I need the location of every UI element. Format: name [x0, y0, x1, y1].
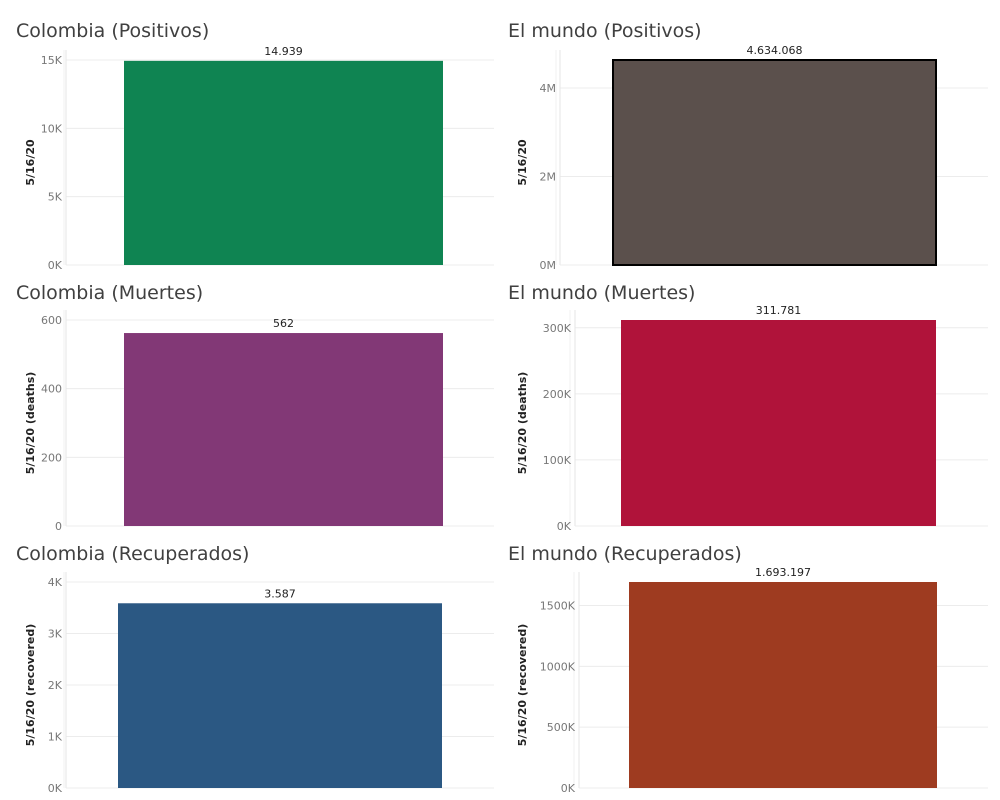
chart-svg: 0K 1K 2K 3K 4K 5/16/20 (recovered) 3.587: [24, 572, 494, 795]
y-tick-label: 1K: [48, 731, 63, 744]
chart-title: El mundo (Muertes): [508, 282, 696, 304]
chart-title: Colombia (Recuperados): [16, 543, 250, 565]
chart-panel: El mundo (Muertes) 0K 100K 200K 300K 5/16/20 …: [508, 282, 998, 533]
y-tick-label: 0K: [557, 520, 572, 533]
bar-value-label: 3.587: [264, 587, 296, 600]
y-axis-label: 5/16/20 (deaths): [24, 372, 37, 475]
y-axis-label: 5/16/20 (deaths): [516, 372, 529, 475]
y-tick-label: 1000K: [540, 660, 576, 673]
chart-panel: Colombia (Positivos) 0K 5K 10K 15K 5/16/20 14.…: [16, 20, 506, 272]
bar-value-label: 1.693.197: [755, 566, 811, 579]
y-tick-label: 4M: [540, 82, 557, 95]
chart-svg: 0M 2M 4M 5/16/20 4.634.068: [516, 44, 988, 272]
chart-svg: 0K 5K 10K 15K 5/16/20 14.939: [24, 45, 494, 272]
y-tick-label: 0: [55, 520, 62, 533]
y-tick-label: 500K: [547, 721, 576, 734]
bar[interactable]: [629, 582, 937, 788]
y-tick-label: 1500K: [540, 600, 576, 613]
bar[interactable]: [612, 59, 937, 266]
bar[interactable]: [621, 320, 936, 526]
chart-panel: El mundo (Recuperados) 0K 500K 1000K 1500K 5/…: [508, 543, 998, 795]
y-tick-label: 400: [41, 383, 62, 396]
chart-panel: Colombia (Recuperados) 0K 1K 2K 3K 4K 5/16/20 …: [16, 543, 506, 795]
chart-svg: 0 200 400 600 5/16/20 (deaths) 562: [24, 310, 494, 533]
bar[interactable]: [124, 60, 443, 266]
y-axis-label: 5/16/20 (recovered): [24, 624, 37, 747]
bar-value-label: 4.634.068: [747, 44, 803, 57]
bar-value-label: 562: [273, 317, 294, 330]
chart-panel: El mundo (Positivos) 0M 2M 4M 5/16/20 4.634.0…: [508, 20, 998, 272]
y-tick-label: 200: [41, 451, 62, 464]
bar[interactable]: [118, 603, 442, 788]
y-tick-label: 15K: [41, 54, 63, 67]
chart-title: El mundo (Positivos): [508, 20, 702, 42]
chart-svg: 0K 500K 1000K 1500K 5/16/20 (recovered) 1.693…: [516, 566, 988, 795]
y-tick-label: 0K: [48, 259, 63, 272]
y-axis-label: 5/16/20: [516, 139, 529, 186]
y-tick-label: 0K: [48, 782, 63, 795]
bar[interactable]: [124, 333, 443, 526]
bar-value-label: 311.781: [756, 304, 802, 317]
y-tick-label: 2M: [540, 171, 557, 184]
chart-title: El mundo (Recuperados): [508, 543, 742, 565]
chart-title: Colombia (Muertes): [16, 282, 204, 304]
y-tick-label: 300K: [543, 322, 572, 335]
bar-value-label: 14.939: [264, 45, 303, 58]
y-tick-label: 5K: [48, 191, 63, 204]
chart-title: Colombia (Positivos): [16, 20, 210, 42]
y-tick-label: 0K: [561, 782, 576, 795]
y-axis-label: 5/16/20: [24, 139, 37, 186]
y-tick-label: 3K: [48, 628, 63, 641]
y-axis-label: 5/16/20 (recovered): [516, 624, 529, 747]
y-tick-label: 100K: [543, 454, 572, 467]
y-tick-label: 200K: [543, 388, 572, 401]
y-tick-label: 2K: [48, 679, 63, 692]
chart-panel: Colombia (Muertes) 0 200 400 600 5/16/20 (dea…: [16, 282, 506, 533]
chart-svg: 0K 100K 200K 300K 5/16/20 (deaths) 311.781: [516, 304, 988, 533]
y-tick-label: 10K: [41, 122, 63, 135]
y-tick-label: 4K: [48, 576, 63, 589]
y-tick-label: 0M: [540, 259, 557, 272]
y-tick-label: 600: [41, 314, 62, 327]
